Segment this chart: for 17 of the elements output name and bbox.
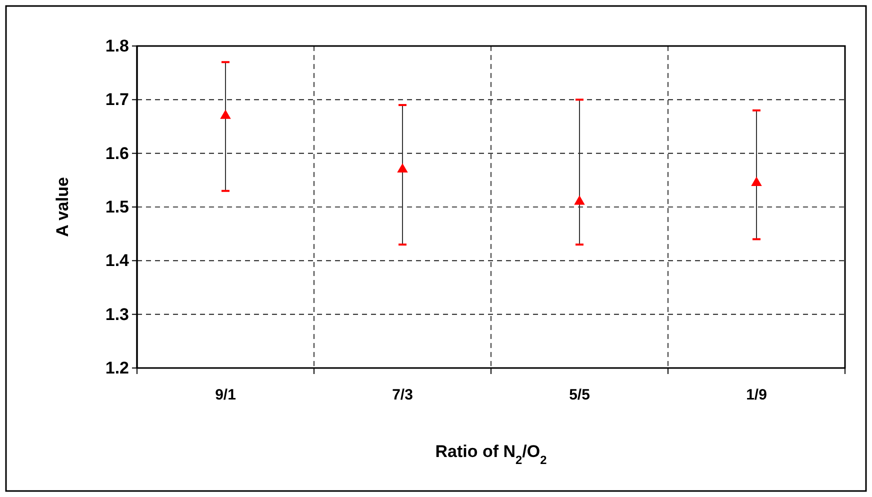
x-tick-label: 7/3 xyxy=(392,386,413,404)
x-axis-title: Ratio of N$_{2}$/O$_{2}$ xyxy=(435,442,548,467)
y-tick-label: 1.4 xyxy=(105,251,130,270)
x-tick-label: 9/1 xyxy=(215,386,236,404)
y-tick-label: 1.3 xyxy=(105,304,129,324)
x-tick-label: 5/5 xyxy=(569,386,590,404)
point xyxy=(574,195,585,205)
y-axis-title: A value xyxy=(53,177,72,237)
y-tick-label: 1.2 xyxy=(105,358,129,378)
point xyxy=(397,163,408,173)
point xyxy=(751,176,762,186)
x-tick-label: 1/9 xyxy=(746,386,767,404)
y-tick-label: 1.7 xyxy=(105,90,129,110)
y-tick-label: 1.5 xyxy=(105,197,129,216)
point xyxy=(220,110,231,119)
y-tick-label: 1.6 xyxy=(105,144,129,163)
y-tick-label: 1.8 xyxy=(105,36,129,56)
